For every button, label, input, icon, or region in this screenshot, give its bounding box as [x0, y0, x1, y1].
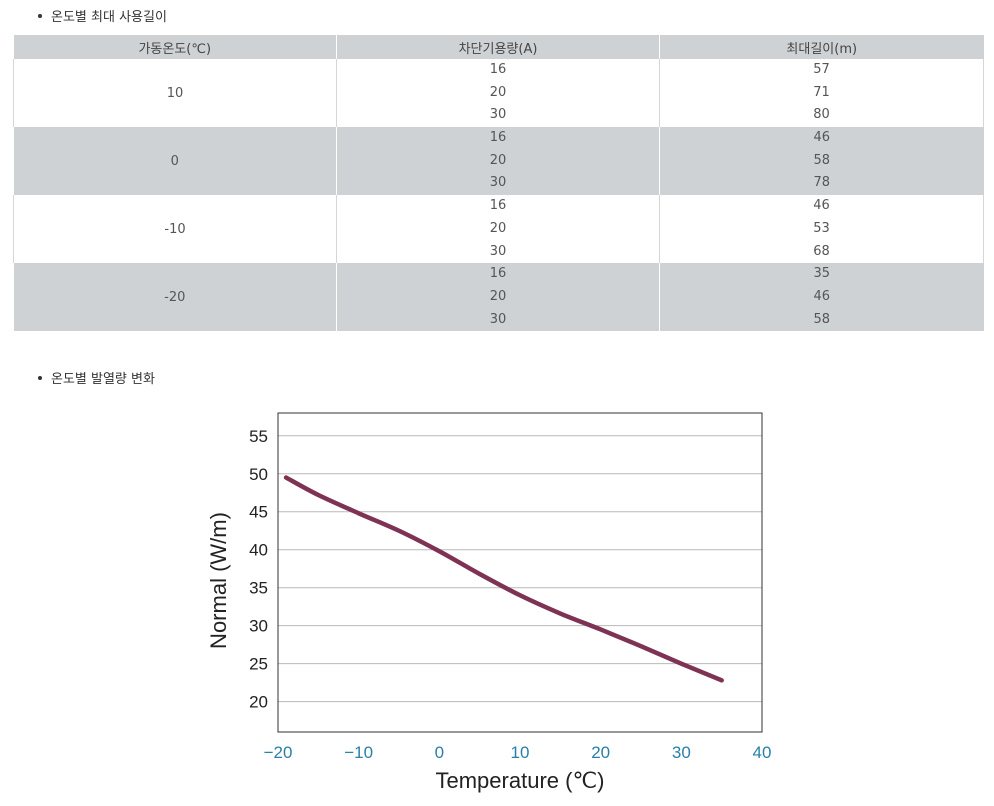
breaker-cell: 16 20 30: [336, 127, 660, 196]
max-length-table: 가동온도(℃) 차단기용량(A) 최대길이(m) 10 16 20 30 57 71 80 0…: [13, 35, 984, 332]
x-tick-label: 40: [753, 743, 772, 762]
temp-cell: -20: [13, 263, 337, 332]
x-tick-label: 20: [591, 743, 610, 762]
plot-frame: [277, 412, 763, 733]
y-tick-label: 45: [249, 503, 268, 522]
table-section-title-text: 온도별 최대 사용길이: [51, 10, 167, 25]
length-value: 46: [813, 198, 830, 214]
length-value: 58: [813, 152, 831, 168]
table-body: 10 16 20 30 57 71 80 0 16 20 30 46 58 78 -10 16 20 30 46 53…: [13, 59, 984, 332]
breaker-cell: 16 20 30: [336, 195, 660, 264]
length-value: 53: [813, 220, 830, 236]
table-row: -20 16 20 30 35 46 58: [13, 263, 984, 332]
table-header-row: 가동온도(℃) 차단기용량(A) 최대길이(m): [13, 35, 984, 59]
breaker-value: 30: [489, 107, 507, 123]
breaker-cell: 16 20 30: [336, 263, 660, 332]
temp-cell: 10: [13, 59, 337, 128]
y-tick-label: 35: [249, 579, 268, 598]
breaker-value: 20: [489, 152, 507, 168]
length-value: 71: [813, 84, 830, 100]
bullet-icon: [38, 375, 42, 380]
breaker-value: 16: [489, 198, 507, 214]
breaker-value: 30: [489, 311, 507, 327]
length-value: 46: [813, 130, 831, 146]
length-cell: 35 46 58: [659, 263, 984, 332]
length-value: 58: [813, 311, 831, 327]
y-tick-label: 25: [249, 655, 268, 674]
breaker-value: 16: [489, 266, 507, 282]
x-tick-label: −20: [264, 743, 293, 762]
length-value: 57: [813, 62, 830, 77]
length-cell: 46 58 78: [659, 127, 984, 196]
chart-section-title-text: 온도별 발열량 변화: [51, 372, 155, 387]
table-row: -10 16 20 30 46 53 68: [13, 195, 984, 264]
header-operating-temp: 가동온도(℃): [13, 35, 337, 59]
x-tick-label: 10: [511, 743, 530, 762]
length-cell: 57 71 80: [659, 59, 984, 128]
x-tick-label: 30: [672, 743, 691, 762]
y-tick-label: 40: [249, 541, 268, 560]
breaker-value: 20: [489, 220, 507, 236]
y-tick-label: 50: [249, 465, 268, 484]
length-value: 35: [813, 266, 831, 282]
table-row: 0 16 20 30 46 58 78: [13, 127, 984, 196]
length-cell: 46 53 68: [659, 195, 984, 264]
temp-cell: -10: [13, 195, 337, 264]
table-section-title: 온도별 최대 사용길이: [38, 6, 167, 25]
breaker-value: 20: [489, 84, 507, 100]
breaker-value: 30: [489, 175, 507, 191]
series-line: [283, 475, 724, 683]
breaker-value: 30: [489, 243, 507, 259]
breaker-value: 16: [489, 130, 507, 146]
y-axis-label: Normal (W/m): [206, 512, 231, 649]
bullet-icon: [38, 13, 42, 18]
header-max-length: 최대길이(m): [659, 35, 984, 59]
breaker-value: 16: [489, 62, 507, 77]
table-row: 10 16 20 30 57 71 80: [13, 59, 984, 128]
x-tick-label: −10: [344, 743, 373, 762]
breaker-cell: 16 20 30: [336, 59, 660, 128]
length-value: 68: [813, 243, 830, 259]
x-tick-label: 0: [435, 743, 444, 762]
heat-output-chart: 20 25 30 35 40 45 50 55 −20 −10 0 10 20 30 40 Temperatu…: [0, 395, 994, 806]
header-breaker-capacity: 차단기용량(A): [336, 35, 660, 59]
x-axis-label: Temperature (℃): [436, 768, 605, 793]
y-tick-label: 30: [249, 617, 268, 636]
length-value: 80: [813, 107, 830, 123]
temp-cell: 0: [13, 127, 337, 196]
y-tick-label: 20: [249, 693, 268, 712]
length-value: 78: [813, 175, 831, 191]
breaker-value: 20: [489, 288, 507, 304]
y-tick-label: 55: [249, 427, 268, 446]
length-value: 46: [813, 288, 831, 304]
chart-svg: 20 25 30 35 40 45 50 55 −20 −10 0 10 20 30 40 Temperatu…: [206, 412, 772, 793]
chart-section-title: 온도별 발열량 변화: [38, 368, 155, 387]
